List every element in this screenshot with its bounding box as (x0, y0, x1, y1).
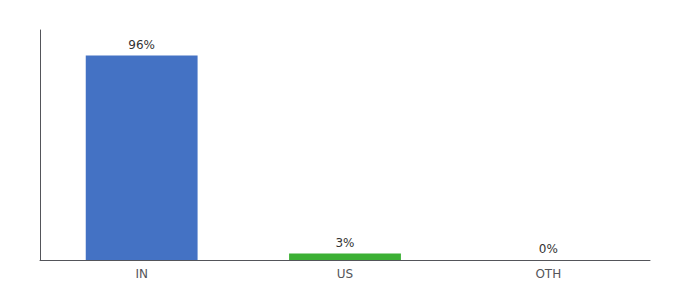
svg-text:0%: 0% (539, 242, 558, 256)
svg-text:OTH: OTH (535, 267, 561, 281)
svg-text:IN: IN (135, 267, 148, 281)
svg-text:US: US (337, 267, 353, 281)
svg-text:96%: 96% (128, 38, 155, 52)
svg-text:3%: 3% (335, 236, 354, 250)
